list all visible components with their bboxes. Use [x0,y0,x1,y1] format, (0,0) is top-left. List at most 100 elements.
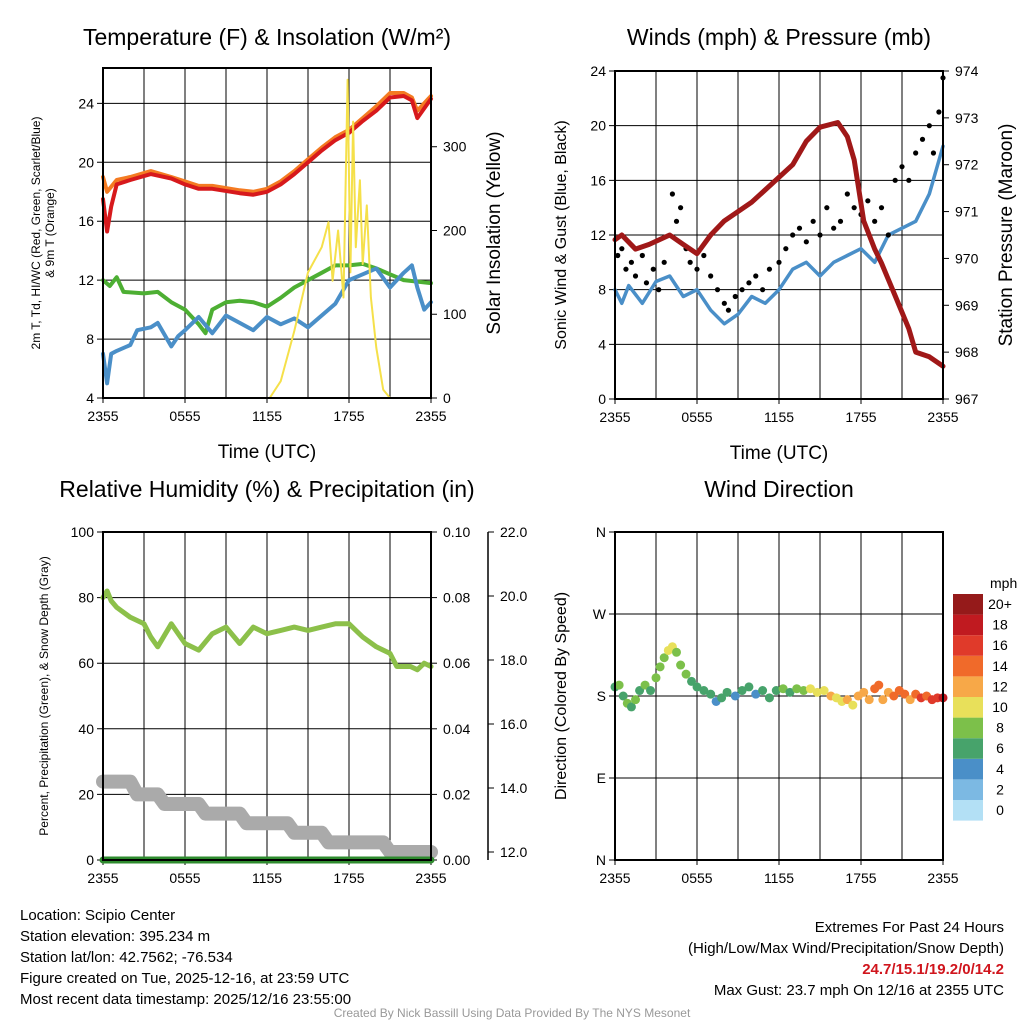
legend-swatch [953,676,983,697]
legend-swatch [953,779,983,800]
legend-swatch [953,614,983,636]
gust-point [760,287,766,293]
legend-swatch [953,800,983,821]
direction-point [651,673,661,683]
y2-tick-label: 0.10 [443,524,470,540]
x-tick-label: 1155 [252,408,282,424]
gust-point [790,232,796,238]
y-tick-label: 40 [78,721,94,737]
series-pressure [612,120,946,369]
x-tick-label: 2355 [927,870,958,886]
y-tick-label: 4 [598,336,606,352]
gust-point [885,232,891,238]
gust-point [753,273,759,279]
x-tick-label: 1155 [764,870,794,886]
direction-point [878,695,888,705]
gust-point [776,259,782,265]
direction-point [764,693,774,703]
direction-point [842,695,852,705]
direction-point [785,687,795,697]
legend-label: 14 [992,658,1008,674]
gust-point [936,109,942,115]
gust-point [650,266,656,272]
direction-point [758,686,768,696]
legend-label: 4 [996,761,1004,777]
y2-tick-label: 300 [443,139,467,155]
y3-tick-label: 22.0 [500,524,527,540]
gust-point [899,164,905,170]
panel-1: Temperature (F) & Insolation (W/m²) 2355 0… [29,24,505,463]
gust-point [628,259,635,265]
y3-tick-label: 14.0 [500,780,527,796]
gust-point [783,246,789,252]
gust-point [872,218,878,224]
y2-tick-label: 0.08 [443,590,470,606]
y-tick-label: 24 [590,63,606,79]
gust-point [721,300,727,306]
y2-tick-label: 0.00 [443,852,470,868]
direction-point [751,689,761,699]
legend-label: 16 [992,637,1008,653]
plot-frame [614,70,944,400]
gust-point [669,191,676,197]
legend-label: 0 [996,802,1004,818]
y-tick-label: 20 [590,118,606,134]
x-tick-label: 1755 [333,408,364,424]
legend-swatch [953,758,983,780]
y2-tick-label: 0.02 [443,786,470,802]
panel-title: Winds (mph) & Pressure (mb) [627,24,931,50]
y-tick-label: W [593,606,607,622]
direction-point [812,687,822,697]
direction-point [805,684,815,694]
legend-title: mph [990,575,1017,591]
legend-label: 18 [992,617,1008,633]
direction-point [614,680,624,690]
direction-point [792,684,802,694]
direction-point [819,686,829,696]
x-tick-label: 0555 [169,870,200,886]
gust-point [643,280,650,286]
panel-title: Wind Direction [704,476,854,502]
x-tick-label: 1155 [252,870,282,886]
x-tick-label: 1755 [845,870,876,886]
x-tick-label: 2355 [415,408,446,424]
gust-point [878,205,885,211]
y-axis-label-2: & 9m T (Orange) [43,188,57,278]
gust-point [810,218,816,224]
y3-tick-label: 18.0 [500,652,527,668]
y2-tick-label: 0 [443,390,451,406]
y2-axis-label: Solar Insolation (Yellow) [484,131,505,334]
gust-point [656,287,662,293]
gust-point [678,205,684,211]
extremes-subtitle: (High/Low/Max Wind/Precipitation/Snow De… [688,940,1004,957]
extremes-title: Extremes For Past 24 Hours [814,919,1004,936]
y2-tick-label: 968 [955,344,979,360]
direction-point [737,686,747,696]
y-tick-label: 8 [86,331,94,347]
recent-text: Most recent data timestamp: 2025/12/16 2… [20,991,352,1008]
direction-point [676,660,686,670]
legend-label: 8 [996,720,1004,736]
y2-tick-label: 971 [955,204,979,220]
legend-label: 6 [996,740,1004,756]
direction-point [874,680,884,690]
gust-point [844,191,850,197]
direction-point [687,676,697,686]
direction-point [799,686,809,696]
y-axis-label: Direction (Colored By Speed) [553,592,570,800]
gust-point [796,225,803,231]
y-tick-label: 12 [78,272,94,288]
y3-tick-label: 16.0 [500,716,527,732]
gust-point [673,218,680,224]
legend-swatch [953,697,983,718]
direction-point [692,682,702,692]
y-tick-label: S [597,688,606,704]
y2-tick-label: 0.06 [443,655,470,671]
direction-point [900,689,910,699]
y2-tick-label: 967 [955,391,979,407]
gust-point [892,177,898,183]
legend-label: 10 [992,699,1008,715]
y2-tick-label: 972 [955,157,979,173]
gust-point [615,252,621,259]
